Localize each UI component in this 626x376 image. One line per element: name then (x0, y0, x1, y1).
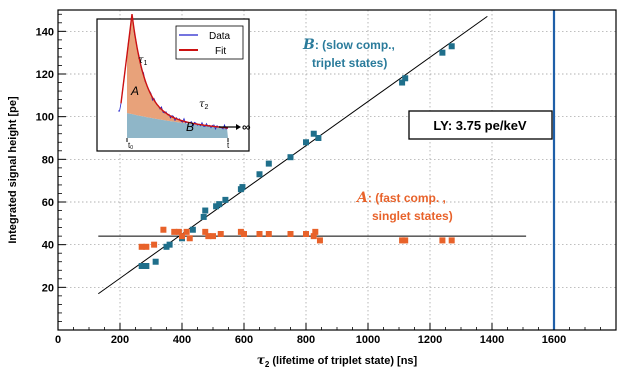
series-a-point (160, 226, 167, 233)
series-b-point (222, 196, 229, 203)
series-a-point (217, 231, 224, 237)
series-a-point (303, 231, 309, 237)
x-tick-label: 1200 (418, 334, 442, 346)
data-points (138, 43, 455, 269)
series-a-point (202, 228, 209, 235)
series-a-point (210, 233, 216, 240)
x-tick-label: 400 (173, 334, 191, 346)
series-a-point (316, 237, 323, 244)
y-tick-label: 120 (36, 69, 54, 81)
x-tick-label: 1000 (356, 334, 380, 346)
y-axis-label: Integrated signal height [pe] (7, 96, 19, 244)
inset-plot: ∞ τ1 τ2 A B t0 t Data Fit (96, 14, 251, 152)
annotation-b-line2: triplet states) (312, 56, 387, 70)
series-a-point (205, 233, 212, 240)
series-a-point (287, 231, 294, 237)
legend-label-fit: Fit (215, 46, 226, 57)
x-tick-label: 1600 (542, 334, 566, 346)
y-axis: 20 40 60 80 100 120 140 (36, 13, 66, 322)
inset-fit-curve (120, 14, 229, 129)
series-a-point (402, 237, 409, 244)
inset-t-label: t (227, 141, 230, 150)
series-a-point (399, 237, 406, 244)
inset-tau1-label: τ1 (138, 55, 148, 67)
series-b-point (265, 160, 272, 167)
x-axis: 0 200 400 600 800 1000 1200 1400 1600 (55, 323, 601, 346)
series-b-point (287, 154, 294, 161)
series-a-point (138, 243, 145, 250)
series-b-point (138, 263, 145, 269)
inset-t0-label: t0 (128, 141, 133, 151)
series-a-point (143, 243, 150, 250)
inset-tau2-label: τ2 (199, 99, 209, 111)
series-b-point (166, 241, 173, 248)
series-a-point (312, 228, 319, 235)
series-b-point (399, 79, 406, 86)
inset-slow-component-area (127, 113, 228, 138)
series-a-point (237, 228, 244, 235)
series-a-point (265, 231, 272, 237)
series-a-point (256, 231, 263, 237)
series-a-point (241, 231, 247, 237)
series-a-point (183, 228, 190, 235)
x-tick-label: 1400 (480, 334, 504, 346)
x-tick-label: 0 (55, 334, 61, 346)
series-b-point (143, 263, 150, 269)
series-b-point (216, 201, 223, 208)
annotation-a-line1: A: (fast comp. , (355, 190, 446, 206)
series-b-point (189, 226, 196, 233)
inset-legend (175, 25, 244, 60)
inset-fast-component-area (127, 14, 185, 139)
series-b-point (213, 203, 220, 210)
inset-infinity: ∞ (242, 120, 251, 134)
y-tick-label: 100 (36, 112, 54, 124)
series-b-point (439, 49, 446, 56)
x-axis-label: τ2 (lifetime of triplet state) [ns] (257, 353, 418, 369)
series-a-point (179, 233, 185, 240)
series-a-point (151, 241, 158, 248)
inset-a-label: A (130, 84, 139, 98)
inset-arrow-icon (236, 124, 241, 130)
annotation-b-line1: B: (slow comp., (302, 37, 395, 53)
series-b-point (202, 207, 209, 214)
plot-frame (57, 9, 617, 331)
series-b-point (448, 43, 455, 50)
series-b-point (200, 213, 207, 220)
ly-box (408, 110, 553, 140)
y-tick-label: 40 (42, 240, 54, 252)
x-tick-label: 600 (235, 334, 253, 346)
series-b-point (152, 258, 159, 265)
series-a-point (175, 228, 182, 235)
series-b-point (315, 135, 322, 141)
series-b-point (239, 184, 246, 191)
y-tick-label: 80 (42, 154, 54, 166)
legend-label-data: Data (209, 31, 231, 42)
series-a-point (186, 235, 193, 242)
annotation-a-line2: singlet states) (372, 209, 453, 223)
x-tick-label: 800 (297, 334, 315, 346)
series-a-point (439, 237, 446, 244)
series-b-point (402, 75, 409, 82)
inset-b-label: B (186, 120, 194, 134)
series-b-point (310, 130, 317, 137)
series-a-point (171, 228, 178, 235)
y-tick-label: 20 (42, 282, 54, 294)
ly-box-text: LY: 3.75 pe/keV (433, 118, 527, 133)
series-a-point (310, 233, 317, 240)
series-b-point (256, 171, 263, 178)
y-tick-label: 140 (36, 26, 54, 38)
series-b-point (163, 243, 170, 250)
series-a-point (448, 237, 455, 244)
series-b-point (303, 139, 309, 146)
y-tick-label: 60 (42, 197, 54, 209)
x-tick-label: 200 (111, 334, 129, 346)
